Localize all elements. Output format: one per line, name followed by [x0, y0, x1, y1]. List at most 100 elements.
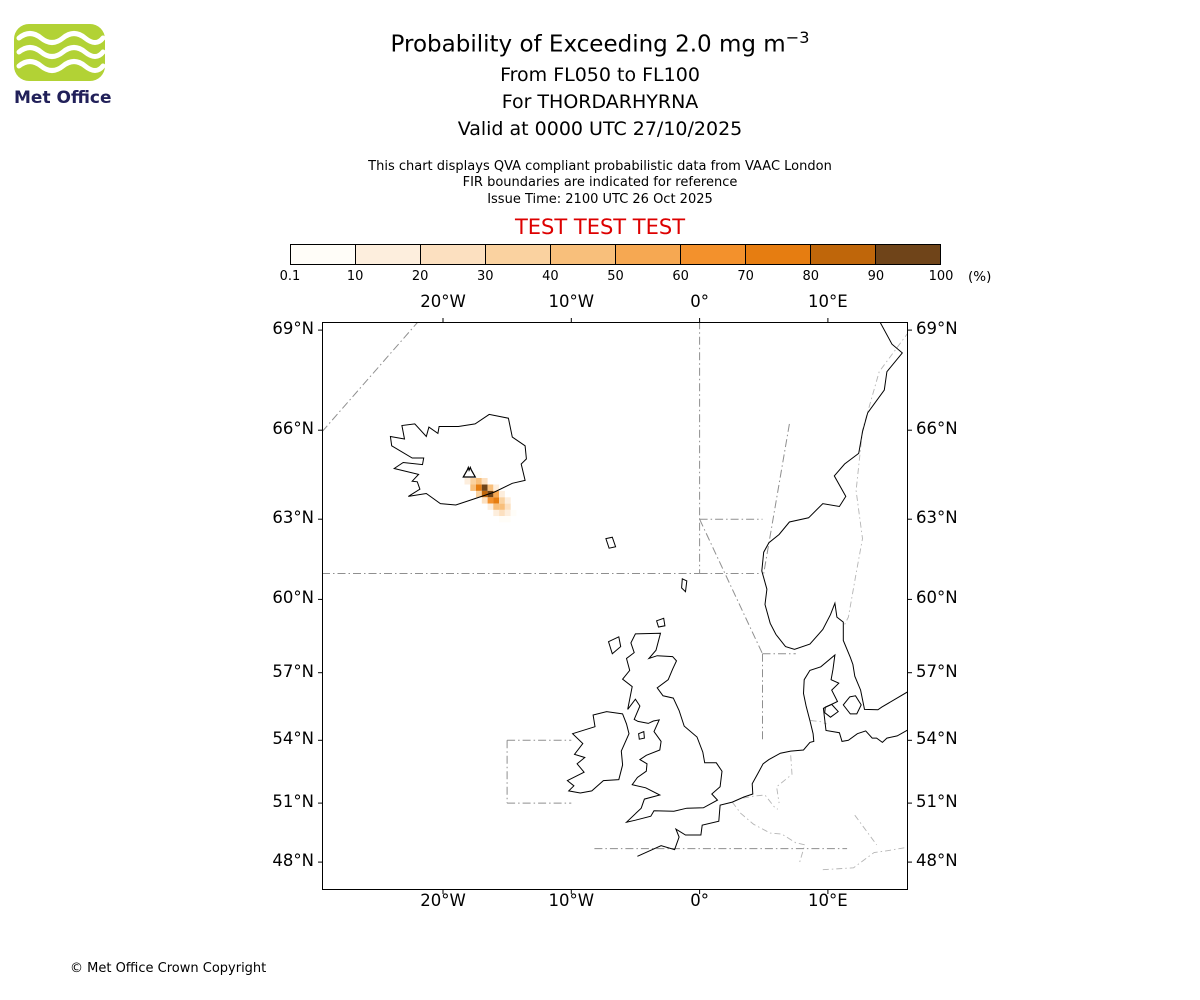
lon-label-top-2: 0° — [690, 292, 709, 311]
colorbar-segment-9 — [876, 245, 940, 264]
subtitle-flight-levels: From FL050 to FL100 — [500, 64, 700, 86]
plume-cell — [476, 478, 482, 485]
lat-label-right-2: 63°N — [916, 508, 958, 528]
lat-label-left-4: 57°N — [272, 661, 314, 681]
colorbar-tick-label-90: 90 — [867, 269, 885, 284]
colorbar-segment-3 — [486, 245, 551, 264]
plume-cell — [504, 503, 511, 510]
plume-cell — [481, 497, 488, 504]
colorbar-segment-6 — [681, 245, 746, 264]
plume-cell — [487, 503, 494, 510]
plume-cell — [476, 484, 482, 491]
country-border-3 — [776, 755, 793, 804]
plume-cell — [493, 509, 500, 517]
colorbar-tick-label-0.1: 0.1 — [279, 269, 301, 284]
colorbar-tick-label-20: 20 — [411, 269, 429, 284]
coastline-5 — [605, 536, 617, 549]
colorbar-segment-5 — [616, 245, 681, 264]
country-border-4 — [810, 720, 827, 725]
plume-cell — [493, 497, 500, 504]
plume-cell — [493, 503, 500, 510]
plume-cell — [499, 516, 505, 523]
map-content — [322, 322, 908, 871]
country-border-5 — [822, 847, 905, 871]
plume-cell — [499, 503, 505, 510]
colorbar-tick-label-60: 60 — [672, 269, 689, 284]
lon-label-bottom-2: 0° — [690, 891, 709, 910]
coastline-7 — [655, 617, 666, 628]
note-issue-time: Issue Time: 2100 UTC 26 Oct 2025 — [487, 192, 713, 207]
chart-title: Probability of Exceeding 2.0 mg m−3 — [0, 28, 1200, 58]
country-border-6 — [854, 814, 877, 846]
plume-cell — [499, 509, 505, 517]
colorbar-tick-label-30: 30 — [477, 269, 494, 284]
note-fir-reference: FIR boundaries are indicated for referen… — [462, 175, 738, 190]
colorbar-tick-label-80: 80 — [802, 269, 820, 284]
colorbar-tick-label-100: 100 — [928, 269, 954, 284]
colorbar-tick-label-50: 50 — [607, 269, 624, 284]
plume-cell — [476, 471, 482, 478]
colorbar-segment-2 — [421, 245, 486, 264]
lat-label-right-7: 48°N — [916, 851, 958, 871]
plume-cell — [499, 490, 505, 498]
lat-label-left-6: 51°N — [272, 792, 314, 812]
country-border-2 — [743, 794, 778, 810]
met-office-logo-text: Met Office — [14, 88, 112, 108]
colorbar-tick-label-40: 40 — [542, 269, 559, 284]
colorbar-segment-7 — [746, 245, 811, 264]
note-qva-source: This chart displays QVA compliant probab… — [368, 159, 832, 174]
plume-cell — [493, 490, 500, 498]
coastline-open-0 — [761, 322, 908, 711]
lat-label-left-3: 60°N — [272, 588, 314, 608]
plume-cell — [504, 509, 511, 517]
coastline-0 — [389, 413, 527, 506]
fir-boundary-6 — [699, 518, 763, 655]
plume-cell — [476, 490, 482, 498]
map-frame — [322, 322, 908, 890]
plume-cell — [470, 484, 477, 491]
lon-label-top-1: 10°W — [548, 292, 595, 311]
lat-label-right-4: 57°N — [916, 661, 958, 681]
fir-boundary-0 — [322, 322, 419, 433]
lon-label-top-3: 10°E — [808, 292, 848, 311]
coastline-6 — [681, 578, 688, 593]
lon-label-bottom-3: 10°E — [808, 891, 848, 910]
lat-label-left-1: 66°N — [272, 419, 314, 439]
plume-cell — [504, 516, 511, 523]
fir-boundary-4 — [763, 423, 790, 574]
lat-label-right-6: 51°N — [916, 792, 958, 812]
plume-cell — [510, 509, 517, 517]
plume-cell — [487, 497, 494, 504]
plume-cell — [493, 484, 500, 491]
map — [318, 318, 912, 894]
lat-label-right-3: 60°N — [916, 588, 958, 608]
chart-title-exponent: −3 — [785, 28, 810, 47]
met-office-logo: Met Office — [14, 24, 124, 108]
plume-cell — [499, 497, 505, 504]
colorbar-unit-label: (%) — [968, 269, 992, 285]
coastline-8 — [607, 636, 622, 655]
coastline-2 — [566, 711, 630, 794]
colorbar-tick-label-70: 70 — [737, 269, 754, 284]
ash-plume-layer — [464, 471, 517, 523]
lat-label-right-1: 66°N — [916, 419, 958, 439]
coastline-open-1 — [637, 653, 908, 857]
coastlines-layer — [389, 322, 908, 857]
copyright-text: © Met Office Crown Copyright — [70, 961, 267, 976]
fir-boundaries-layer — [322, 322, 848, 850]
lat-label-right-5: 54°N — [916, 729, 958, 749]
plume-cell — [481, 490, 488, 498]
plume-cell — [481, 478, 488, 485]
colorbar-segment-1 — [356, 245, 421, 264]
lon-label-bottom-0: 20°W — [420, 891, 466, 910]
plume-cell — [464, 478, 471, 485]
test-banner: TEST TEST TEST — [514, 215, 686, 239]
country-border-1 — [731, 801, 806, 863]
chart-title-text: Probability of Exceeding 2.0 mg m — [390, 31, 786, 58]
plume-cell — [470, 478, 477, 485]
lon-label-bottom-1: 10°W — [548, 891, 595, 910]
coastline-3 — [842, 695, 862, 715]
country-border-0 — [842, 332, 908, 628]
subtitle-valid-time: Valid at 0000 UTC 27/10/2025 — [457, 118, 743, 140]
